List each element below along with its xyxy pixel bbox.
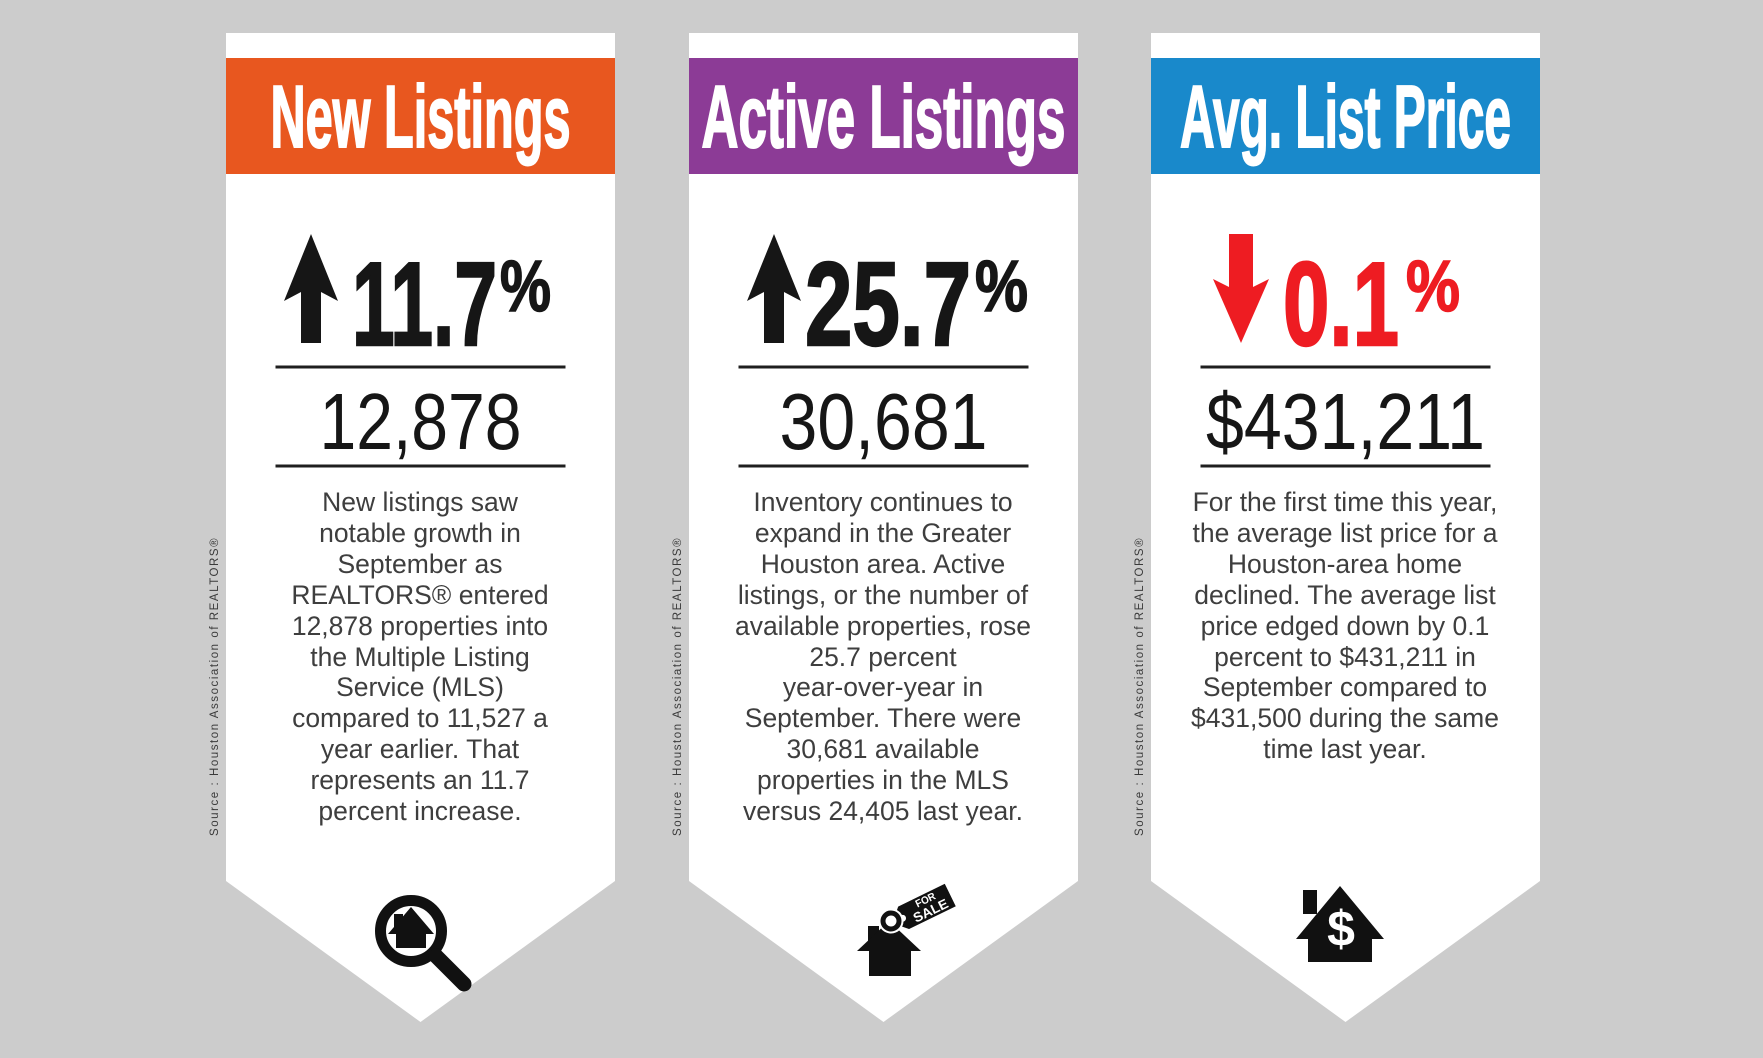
house-roof: [388, 907, 434, 934]
up-arrow-icon: [747, 234, 801, 343]
house-for-sale-tag-icon: FOR SALE: [857, 879, 960, 976]
house-body: [1308, 935, 1372, 962]
up-arrow-icon: [284, 234, 338, 343]
house-chimney: [1303, 890, 1317, 914]
header-band: [226, 58, 615, 174]
house-magnifier-icon: [375, 895, 472, 992]
tag-ring: [880, 910, 902, 932]
divider-top: [275, 365, 566, 369]
header-band: [689, 58, 1078, 174]
lens-ring: [375, 895, 447, 967]
divider-bottom: [275, 464, 566, 468]
ribbon-avg-list-price: Avg. List Price 0.1 % $431,211 $: [1151, 33, 1540, 1022]
description-new-listings: New listings saw notable growth in Septe…: [291, 487, 549, 827]
header-band: [1151, 58, 1540, 174]
divider-bottom: [1200, 464, 1491, 468]
percent-change-value: 11.7: [352, 238, 497, 371]
dollar-sign: $: [1327, 901, 1355, 957]
stat-value: $431,211: [1206, 377, 1485, 466]
card-title: Avg. List Price: [1180, 67, 1511, 166]
divider-top: [1200, 365, 1491, 369]
house-dollar-icon: $: [1296, 886, 1384, 962]
stat-value: 12,878: [320, 377, 522, 466]
percent-sign: %: [500, 247, 551, 327]
house-roof: [1296, 886, 1384, 939]
ribbon-new-listings: New Listings 11.7 % 12,878: [226, 33, 615, 1022]
tag-shape: [888, 879, 960, 933]
card-title: New Listings: [271, 67, 571, 166]
source-attribution-2: Source : Houston Association of REALTORS…: [672, 536, 684, 836]
stat-card-active-listings: Active Listings 25.7 % 30,681 FOR SALE: [689, 33, 1078, 1022]
stat-card-new-listings: New Listings 11.7 % 12,878: [226, 33, 615, 1022]
percent-change-value: 25.7: [805, 238, 971, 371]
down-arrow-icon: [1213, 234, 1269, 343]
ribbon-active-listings: Active Listings 25.7 % 30,681 FOR SALE: [689, 33, 1078, 1022]
house-chimney: [394, 914, 403, 927]
percent-sign: %: [975, 247, 1028, 327]
house-body: [869, 949, 911, 976]
card-title: Active Listings: [702, 67, 1066, 166]
description-active-listings: Inventory continues to expand in the Gre…: [734, 487, 1032, 827]
house-body: [396, 932, 426, 948]
divider-bottom: [738, 464, 1029, 468]
description-avg-list-price: For the first time this year, the averag…: [1191, 487, 1499, 765]
stat-card-avg-list-price: Avg. List Price 0.1 % $431,211 $: [1151, 33, 1540, 1022]
divider-top: [738, 365, 1029, 369]
stat-value: 30,681: [780, 377, 988, 466]
house-roof: [857, 921, 921, 951]
magnifier-handle: [428, 948, 472, 992]
percent-sign: %: [1406, 247, 1460, 327]
source-attribution-3: Source : Houston Association of REALTORS…: [1134, 536, 1146, 836]
source-attribution-1: Source : Houston Association of REALTORS…: [209, 536, 221, 836]
percent-change-value: 0.1: [1283, 238, 1399, 371]
